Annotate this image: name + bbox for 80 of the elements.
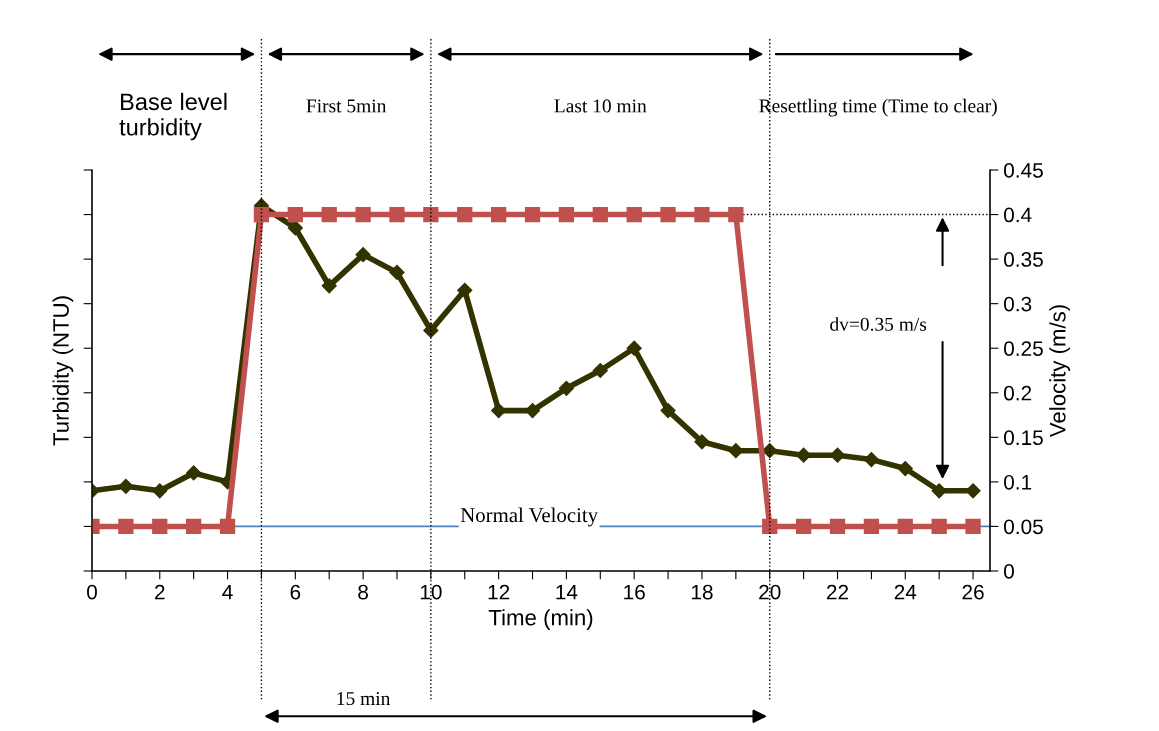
point xyxy=(321,278,337,294)
point xyxy=(457,282,473,298)
y2-axis-title: Velocity (m/s) xyxy=(1049,305,1071,438)
y2-tick-label: 0.35 xyxy=(1004,252,1043,267)
point xyxy=(660,206,676,223)
point xyxy=(118,478,134,494)
x-tick-label: 14 xyxy=(556,584,578,600)
y2-tick-label: 0.1 xyxy=(1004,474,1032,490)
x-tick-label: 24 xyxy=(894,584,917,600)
point xyxy=(457,206,473,223)
point xyxy=(795,518,812,535)
point xyxy=(897,518,913,535)
x-tick-label: 20 xyxy=(759,584,781,600)
point xyxy=(829,518,846,535)
point xyxy=(491,206,507,223)
point xyxy=(152,518,168,535)
x-tick-label: 8 xyxy=(358,584,368,600)
point xyxy=(558,206,575,223)
y2-tick-label: 0.25 xyxy=(1004,341,1043,356)
point xyxy=(524,206,541,223)
x-tick-label: 16 xyxy=(624,584,645,600)
x-tick-label: 26 xyxy=(962,584,984,600)
point xyxy=(287,220,303,236)
point xyxy=(863,518,880,535)
text: Resettling time (Time to clear) xyxy=(759,98,997,117)
y2-tick-label: 0.4 xyxy=(1004,207,1032,223)
text: Last 10 min xyxy=(554,99,647,113)
y2-tick-label: 0.3 xyxy=(1004,296,1032,312)
x-tick-label: 18 xyxy=(691,584,713,600)
point xyxy=(423,322,439,338)
point xyxy=(355,247,371,263)
point xyxy=(355,206,371,223)
point xyxy=(728,443,744,459)
x-tick-label: 12 xyxy=(488,584,510,600)
point xyxy=(965,518,981,535)
point xyxy=(863,452,879,468)
point xyxy=(694,206,710,223)
point xyxy=(728,206,744,223)
point xyxy=(897,460,913,477)
point xyxy=(626,206,642,223)
x-tick-label: 10 xyxy=(420,584,442,600)
point xyxy=(118,518,134,535)
ref-line-label: Normal Velocity xyxy=(460,507,599,527)
point xyxy=(389,264,405,281)
y2-tick-label: 0.45 xyxy=(1004,163,1043,178)
text: 15 min xyxy=(337,692,391,706)
point xyxy=(592,206,608,223)
point xyxy=(186,518,202,535)
point xyxy=(694,434,710,450)
point xyxy=(423,206,439,223)
y2-tick-label: 0 xyxy=(1004,564,1014,579)
text: Base level turbidity xyxy=(119,92,227,141)
point xyxy=(660,403,676,419)
y2-tick-label: 0.15 xyxy=(1004,430,1043,446)
point xyxy=(219,518,236,535)
y2-tick-label: 0.05 xyxy=(1004,519,1043,535)
x-axis-title: Time (min) xyxy=(488,609,593,630)
text: First 5min xyxy=(306,99,387,113)
point xyxy=(592,362,608,379)
point xyxy=(186,465,202,481)
point xyxy=(321,206,337,223)
point xyxy=(558,380,574,396)
point xyxy=(626,340,642,356)
point xyxy=(389,206,405,223)
point xyxy=(152,483,168,499)
point xyxy=(965,483,981,499)
point xyxy=(931,483,947,499)
point xyxy=(762,443,778,459)
x-tick-label: 0 xyxy=(87,584,97,600)
point xyxy=(253,206,270,223)
y-axis-title: Turbidity (NTU) xyxy=(52,296,74,446)
x-tick-label: 4 xyxy=(222,584,233,600)
annotation: dv=0.35 m/s xyxy=(830,317,927,331)
point xyxy=(287,206,303,223)
x-tick-label: 2 xyxy=(155,584,165,600)
x-tick-label: 22 xyxy=(826,584,849,600)
point xyxy=(762,518,778,535)
y2-tick-label: 0.2 xyxy=(1004,385,1032,401)
point xyxy=(931,518,947,535)
x-tick-label: 6 xyxy=(290,584,301,600)
